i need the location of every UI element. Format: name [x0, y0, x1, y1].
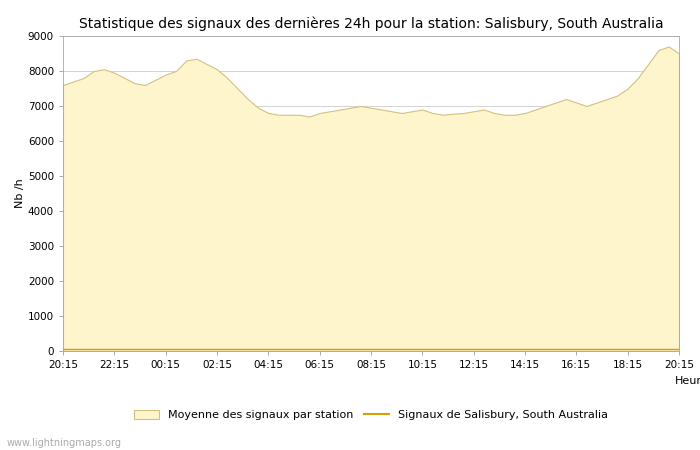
- X-axis label: Heure: Heure: [675, 376, 700, 386]
- Text: www.lightningmaps.org: www.lightningmaps.org: [7, 438, 122, 448]
- Title: Statistique des signaux des dernières 24h pour la station: Salisbury, South Aust: Statistique des signaux des dernières 24…: [78, 16, 664, 31]
- Y-axis label: Nb /h: Nb /h: [15, 179, 25, 208]
- Legend: Moyenne des signaux par station, Signaux de Salisbury, South Australia: Moyenne des signaux par station, Signaux…: [130, 405, 612, 425]
